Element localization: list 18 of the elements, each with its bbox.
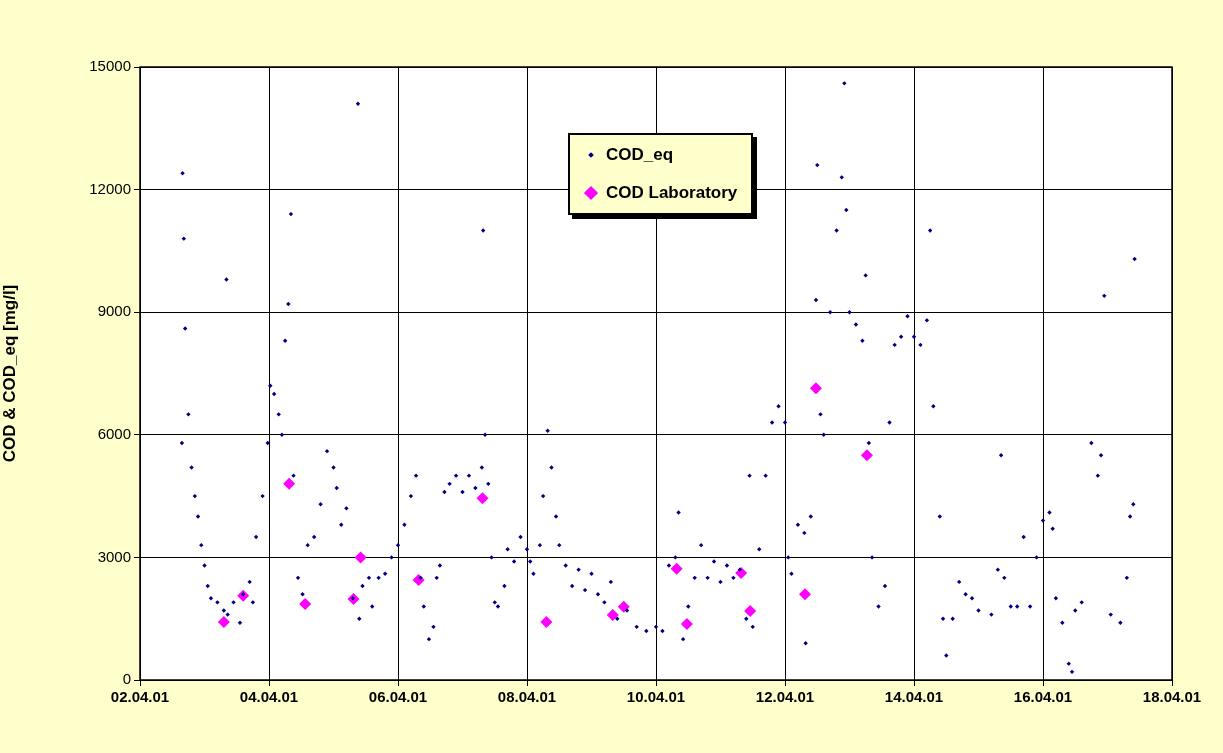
y-tick-label: 3000 xyxy=(97,547,131,565)
x-tick-label: 12.04.01 xyxy=(755,688,815,706)
x-tick-label: 14.04.01 xyxy=(884,688,944,706)
y-tick-label: 12000 xyxy=(89,179,131,197)
y-tick-label: 0 xyxy=(122,670,131,688)
x-tick-label: 08.04.01 xyxy=(497,688,557,706)
legend-label: COD Laboratory xyxy=(606,183,738,203)
y-tick-label: 15000 xyxy=(89,57,131,75)
y-tick-label: 9000 xyxy=(97,302,131,320)
y-axis-title: COD & COD_eq [mg/l] xyxy=(0,284,19,463)
legend-label: COD_eq xyxy=(606,145,674,165)
x-tick-label: 18.04.01 xyxy=(1142,688,1202,706)
x-tick-label: 10.04.01 xyxy=(626,688,686,706)
x-tick-label: 06.04.01 xyxy=(368,688,428,706)
x-tick-label: 16.04.01 xyxy=(1013,688,1073,706)
x-tick-label: 04.04.01 xyxy=(239,688,299,706)
x-tick-label: 02.04.01 xyxy=(110,688,170,706)
y-tick-label: 6000 xyxy=(97,424,131,442)
